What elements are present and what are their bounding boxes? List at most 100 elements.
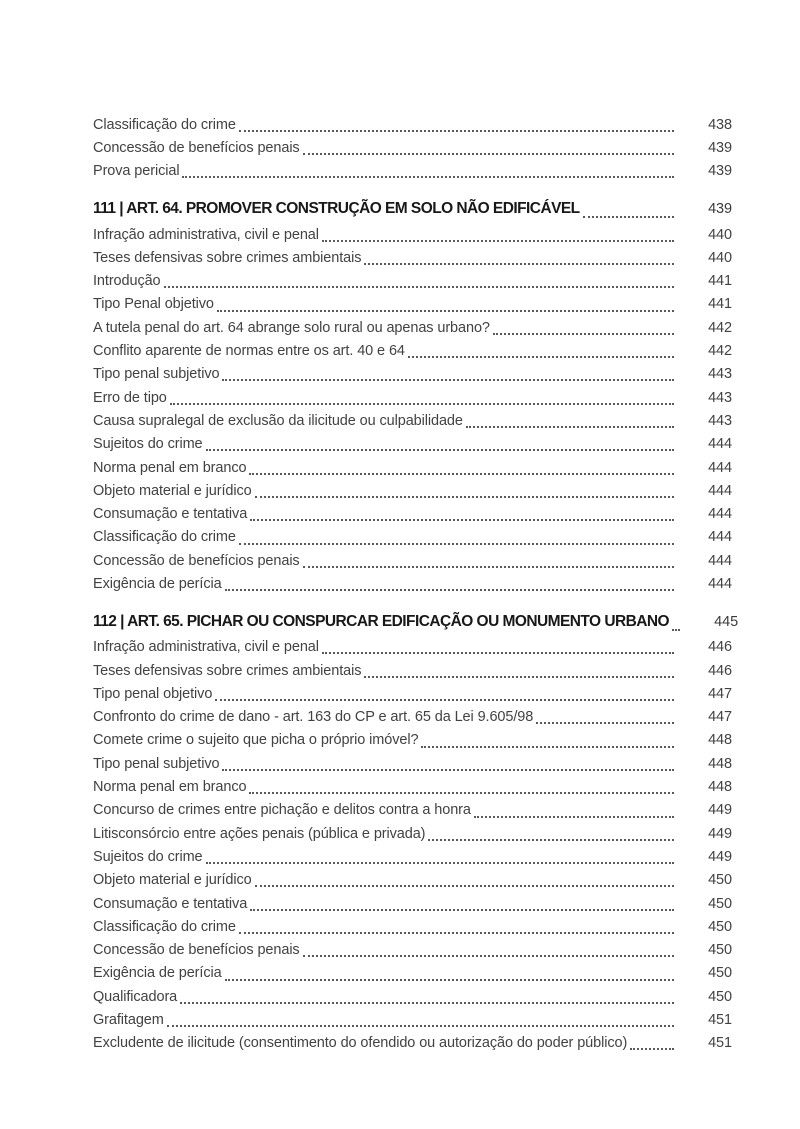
toc-entry: Concessão de benefícios penais 439	[93, 136, 732, 159]
toc-entry: Tipo penal subjetivo 448	[93, 752, 732, 775]
toc-entry: Objeto material e jurídico 450	[93, 869, 732, 892]
dot-leader	[250, 908, 674, 911]
dot-leader	[421, 745, 674, 748]
toc-entry-page-number: 448	[708, 755, 732, 772]
toc-entry-page-number: 444	[708, 552, 732, 569]
toc-entry: Introdução 441	[93, 269, 732, 292]
toc-entry-page-number: 441	[708, 296, 732, 313]
toc-entry: Tipo Penal objetivo 441	[93, 293, 732, 316]
toc-entry-label: Infração administrativa, civil e penal	[93, 226, 319, 243]
dot-leader	[321, 652, 674, 655]
toc-entry-page-number: 442	[708, 343, 732, 360]
toc-entry-label: Infração administrativa, civil e penal	[93, 639, 319, 656]
dot-leader	[492, 332, 674, 335]
toc-entry-page-number: 444	[708, 482, 732, 499]
dot-leader	[224, 589, 674, 592]
toc-entry-page-number: 442	[708, 319, 732, 336]
toc-entry-label: Introdução	[93, 273, 161, 290]
toc-entry-page-number: 446	[708, 639, 732, 656]
toc-entry-label: Excludente de ilicitude (consentimento d…	[93, 1035, 628, 1052]
toc-entry-label: Sujeitos do crime	[93, 848, 203, 865]
toc-entry-page-number: 450	[708, 895, 732, 912]
dot-leader	[205, 862, 674, 865]
toc-entry-label: Litisconsórcio entre ações penais (públi…	[93, 825, 426, 842]
toc-entry-page-number: 446	[708, 662, 732, 679]
toc-entry: Sujeitos do crime 449	[93, 845, 732, 868]
toc-entry: Comete crime o sujeito que picha o própr…	[93, 729, 732, 752]
toc-entry-label: Causa supralegal de exclusão da ilicitud…	[93, 412, 463, 429]
toc-entry: Tipo penal subjetivo 443	[93, 363, 732, 386]
toc-entry: Concessão de benefícios penais 450	[93, 939, 732, 962]
toc-entry: Consumação e tentativa 444	[93, 502, 732, 525]
toc-entry-label: Prova pericial	[93, 163, 180, 180]
toc-entry-label: Norma penal em branco	[93, 779, 247, 796]
toc-entry-label: Tipo Penal objetivo	[93, 296, 214, 313]
dot-leader	[180, 1001, 674, 1004]
dot-leader	[205, 449, 674, 452]
toc-entry: Infração administrativa, civil e penal 4…	[93, 223, 732, 246]
toc-entry-label: Consumação e tentativa	[93, 895, 248, 912]
toc-entry-page-number: 450	[708, 942, 732, 959]
toc-entry-label: Sujeitos do crime	[93, 436, 203, 453]
toc-entry: Erro de tipo 443	[93, 386, 732, 409]
toc-entry-page-number: 444	[708, 436, 732, 453]
toc-entry-page-number: 447	[708, 709, 732, 726]
toc-entry-page-number: 449	[708, 802, 732, 819]
toc-entry: Exigência de perícia 450	[93, 962, 732, 985]
toc-entry-page-number: 450	[708, 918, 732, 935]
toc-entry-page-number: 450	[708, 988, 732, 1005]
toc-entry-label: Teses defensivas sobre crimes ambientais	[93, 249, 362, 266]
dot-leader	[222, 379, 674, 382]
dot-leader	[302, 153, 674, 156]
toc-entry-page-number: 449	[708, 825, 732, 842]
toc-entry-page-number: 448	[708, 779, 732, 796]
toc-entry-page-number: 444	[708, 459, 732, 476]
toc-entry-label: Concurso de crimes entre pichação e deli…	[93, 802, 471, 819]
dot-leader	[222, 768, 674, 771]
toc-entry-page-number: 450	[708, 965, 732, 982]
toc-entry-page-number: 447	[708, 685, 732, 702]
dot-leader	[224, 978, 674, 981]
toc-entry-label: Consumação e tentativa	[93, 506, 248, 523]
toc-section-heading: 111 | ART. 64. PROMOVER CONSTRUÇÃO EM SO…	[93, 195, 732, 223]
toc-entry-page-number: 449	[708, 848, 732, 865]
dot-leader	[302, 565, 674, 568]
dot-leader	[428, 838, 674, 841]
toc-section-heading: 112 | ART. 65. PICHAR OU CONSPURCAR EDIF…	[93, 608, 738, 636]
toc-entry-page-number: 441	[708, 273, 732, 290]
toc-entry-page-number: 439	[708, 163, 732, 180]
toc-entry: Classificação do crime 438	[93, 113, 732, 136]
dot-leader	[364, 262, 674, 265]
toc-entry-label: Classificação do crime	[93, 529, 236, 546]
toc-entry-label: Concessão de benefícios penais	[93, 552, 300, 569]
toc-entry-label: Classificação do crime	[93, 116, 236, 133]
toc-entry: Teses defensivas sobre crimes ambientais…	[93, 659, 732, 682]
toc-entry-page-number: 438	[708, 116, 732, 133]
dot-leader	[238, 129, 674, 132]
toc-entry: Excludente de ilicitude (consentimento d…	[93, 1032, 732, 1055]
dot-leader	[166, 1025, 674, 1028]
toc-entry-label: Norma penal em branco	[93, 459, 247, 476]
toc-entry: Exigência de perícia 444	[93, 572, 732, 595]
toc-entry-page-number: 448	[708, 732, 732, 749]
toc-entry: Prova pericial 439	[93, 160, 732, 183]
dot-leader	[254, 885, 674, 888]
dot-leader	[536, 722, 674, 725]
toc-entry: Concurso de crimes entre pichação e deli…	[93, 799, 732, 822]
toc-entry-page-number: 444	[708, 575, 732, 592]
toc-entry: Sujeitos do crime 444	[93, 433, 732, 456]
toc-entry: Teses defensivas sobre crimes ambientais…	[93, 246, 732, 269]
toc-section-heading-page-number: 439	[708, 200, 732, 217]
dot-leader	[364, 675, 674, 678]
toc-entry: Classificação do crime 450	[93, 915, 732, 938]
toc-entry-label: Objeto material e jurídico	[93, 872, 252, 889]
toc-entry-page-number: 451	[708, 1035, 732, 1052]
dot-leader	[182, 176, 674, 179]
toc-entry-label: Tipo penal subjetivo	[93, 755, 220, 772]
dot-leader	[582, 216, 674, 219]
toc-entry: Litisconsórcio entre ações penais (públi…	[93, 822, 732, 845]
toc-entry: Objeto material e jurídico 444	[93, 479, 732, 502]
toc-entry-label: Objeto material e jurídico	[93, 482, 252, 499]
